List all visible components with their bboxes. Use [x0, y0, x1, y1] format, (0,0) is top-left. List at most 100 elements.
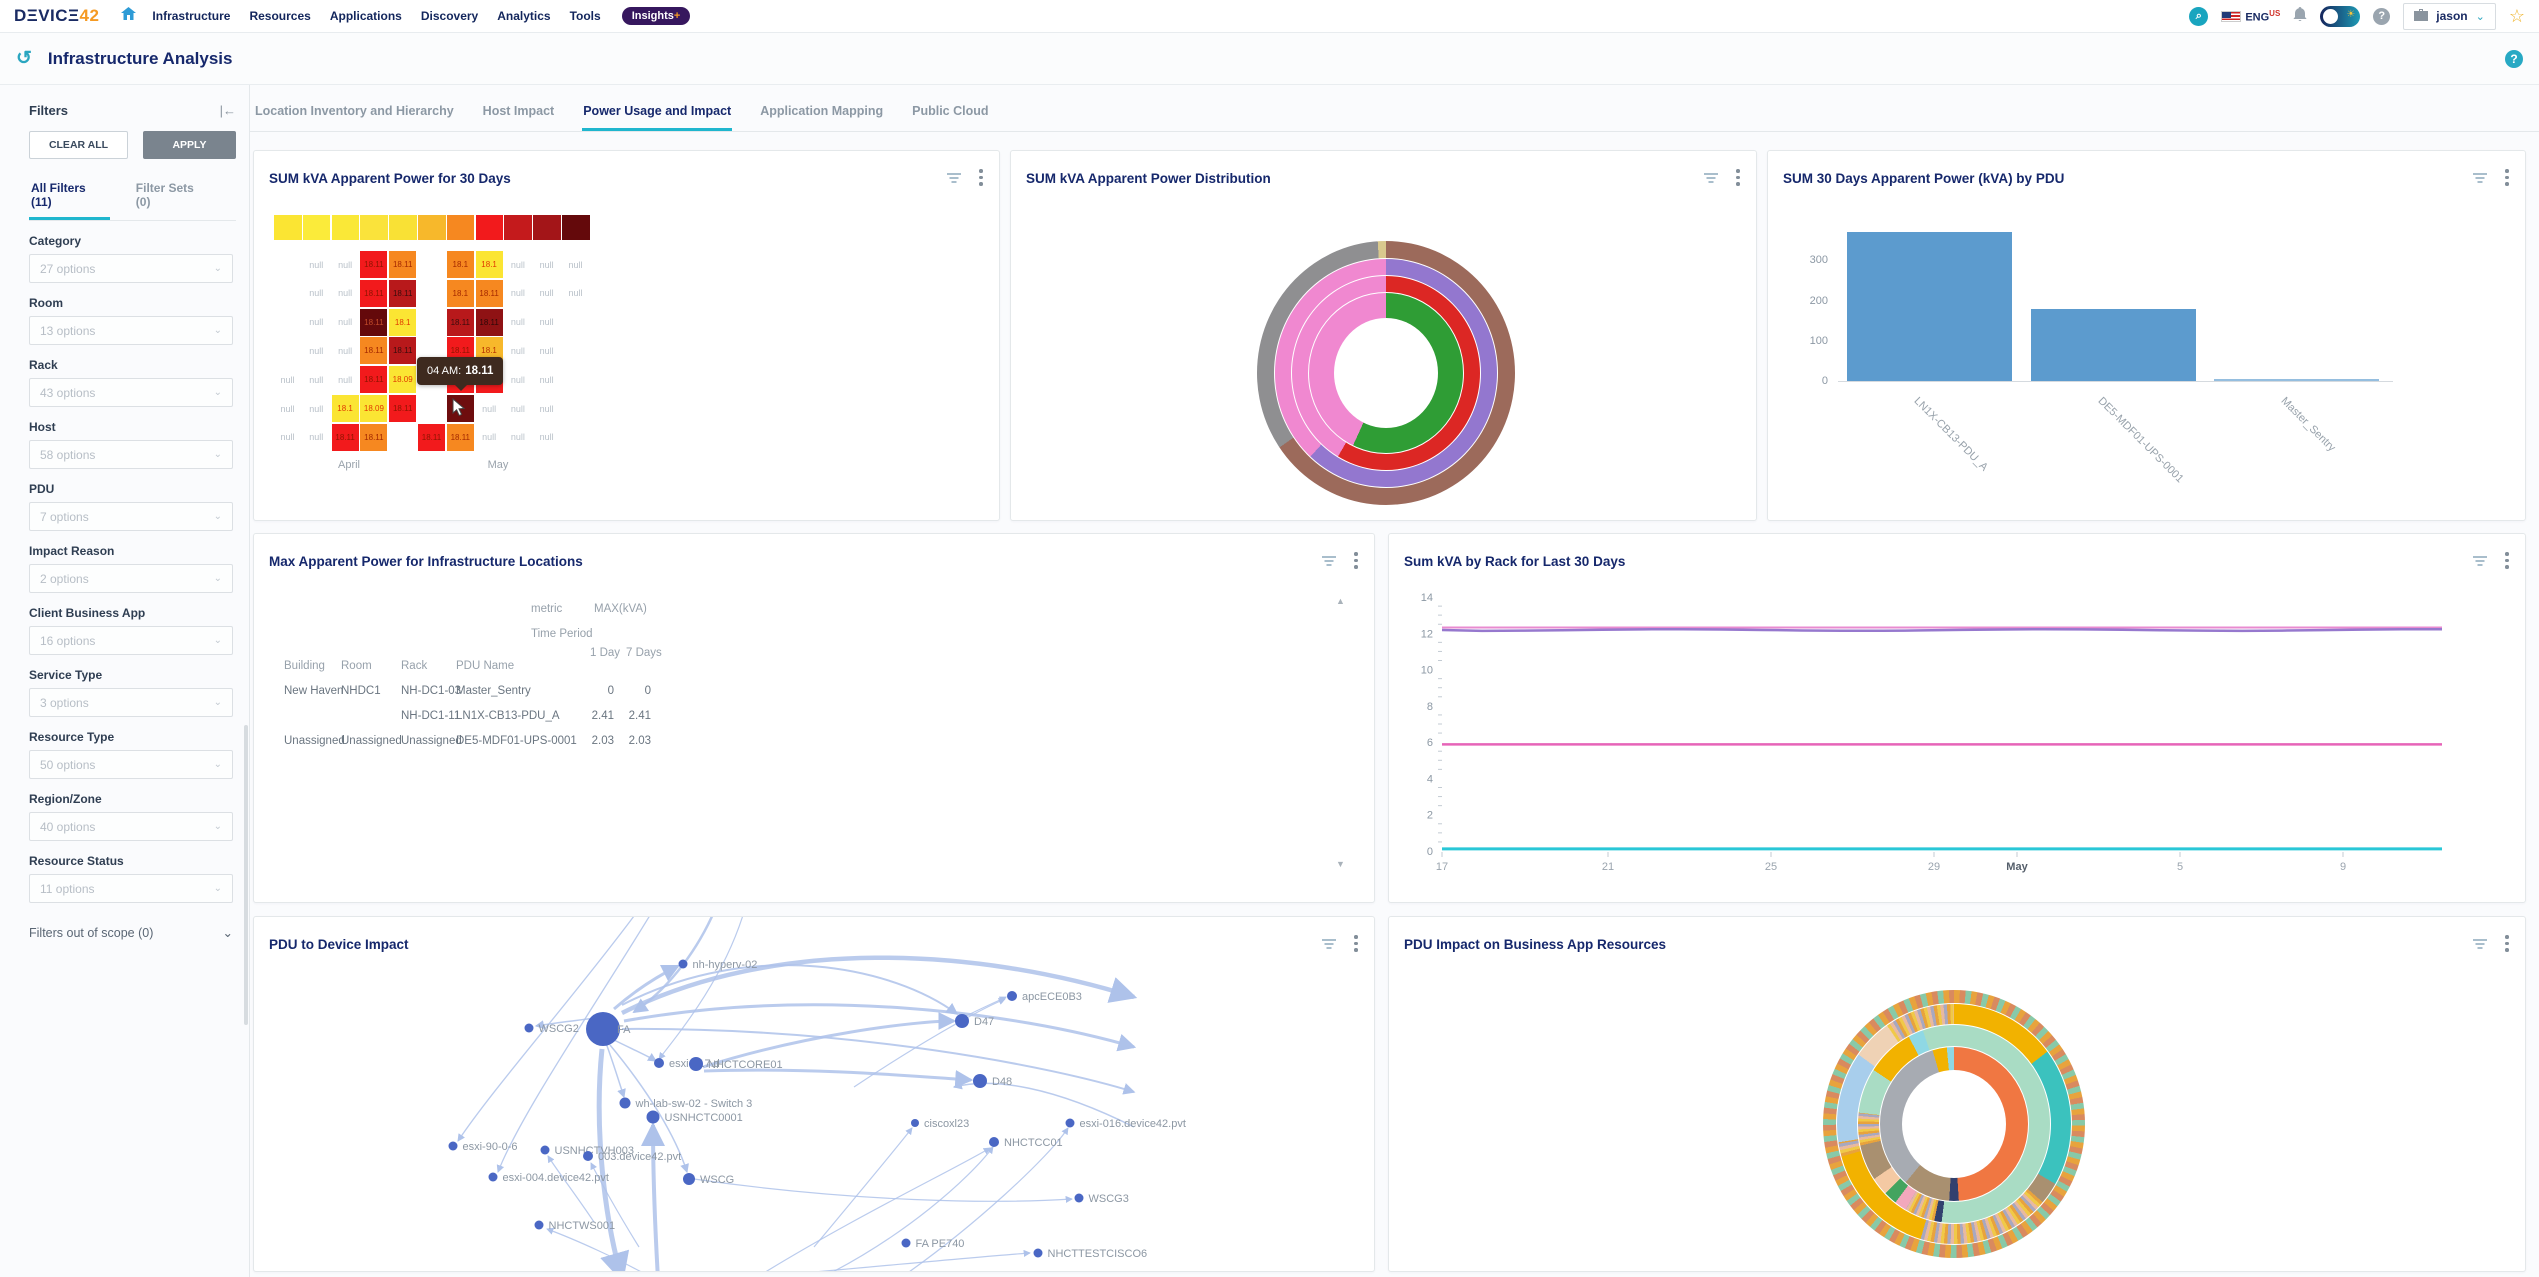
tab-all-filters[interactable]: All Filters (11): [29, 175, 110, 220]
filter-select-rack[interactable]: 43 options ⌄: [29, 378, 233, 407]
network-node-ciscoxl23[interactable]: [911, 1119, 919, 1127]
heatmap-cell[interactable]: 18.11: [446, 423, 474, 451]
network-node-wscg2[interactable]: [524, 1023, 534, 1033]
network-node-esxi-90-0-6[interactable]: [448, 1141, 458, 1151]
home-icon[interactable]: [121, 7, 137, 25]
panel-filter-icon[interactable]: [2473, 555, 2487, 568]
nav-item-resources[interactable]: Resources: [249, 9, 311, 23]
filters-out-of-scope[interactable]: Filters out of scope (0) ⌄: [29, 925, 233, 941]
filter-select-client-business-app[interactable]: 16 options ⌄: [29, 626, 233, 655]
notifications-bell-icon[interactable]: [2293, 7, 2307, 25]
panel-filter-icon[interactable]: [1704, 172, 1718, 185]
bar-LN1X-CB13-PDU_A[interactable]: [1847, 232, 2012, 381]
filter-select-service-type[interactable]: 3 options ⌄: [29, 688, 233, 717]
heatmap-cell[interactable]: 18.1: [475, 251, 503, 278]
heatmap-cell[interactable]: 18.11: [360, 423, 388, 451]
panel-menu-icon[interactable]: [979, 169, 983, 189]
network-node-fa-pe740[interactable]: [901, 1238, 911, 1248]
panel-filter-icon[interactable]: [947, 172, 961, 185]
help-icon[interactable]: ?: [2373, 7, 2391, 25]
scroll-up-icon[interactable]: ▲: [1336, 596, 1345, 606]
search-icon[interactable]: ⌕: [2189, 6, 2209, 26]
tab-application-mapping[interactable]: Application Mapping: [760, 104, 884, 118]
theme-toggle[interactable]: ☀: [2320, 5, 2361, 27]
heatmap-cell[interactable]: 18.11: [389, 337, 417, 365]
panel-filter-icon[interactable]: [1322, 555, 1336, 568]
sunburst-business-app-chart[interactable]: [1389, 917, 2525, 1271]
heatmap-cell[interactable]: 18.11: [389, 279, 417, 307]
heatmap-cell[interactable]: 18.11: [331, 423, 359, 451]
network-graph[interactable]: FAnh-hyperv-02WSCG2esxi-017.dNHCTCORE01w…: [254, 917, 1375, 1272]
panel-menu-icon[interactable]: [1736, 169, 1740, 189]
nav-item-tools[interactable]: Tools: [569, 9, 601, 23]
nav-item-discovery[interactable]: Discovery: [420, 9, 479, 23]
filter-select-pdu[interactable]: 7 options ⌄: [29, 502, 233, 531]
filter-select-room[interactable]: 13 options ⌄: [29, 316, 233, 345]
bar-Master_Sentry[interactable]: [2214, 379, 2379, 381]
nav-item-applications[interactable]: Applications: [329, 9, 402, 23]
filter-select-resource-status[interactable]: 11 options ⌄: [29, 874, 233, 903]
undo-icon[interactable]: ↺: [16, 48, 32, 69]
panel-filter-icon[interactable]: [2473, 172, 2487, 185]
bar-DE5-MDF01-UPS-0001[interactable]: [2031, 309, 2196, 381]
network-node-esxi-004-device42-pvt[interactable]: [488, 1172, 498, 1182]
insights-badge[interactable]: Insights+: [621, 7, 691, 25]
heatmap-cell[interactable]: 18.11: [475, 308, 503, 336]
sunburst-distribution-chart[interactable]: [1011, 151, 1756, 520]
panel-menu-icon[interactable]: [2505, 552, 2509, 572]
heatmap-cell[interactable]: 18.11: [360, 251, 388, 278]
tab-power-usage-and-impact[interactable]: Power Usage and Impact: [582, 104, 733, 131]
network-node-nhctcc01[interactable]: [989, 1137, 999, 1147]
nav-item-analytics[interactable]: Analytics: [497, 9, 551, 23]
filter-select-region-zone[interactable]: 40 options ⌄: [29, 812, 233, 841]
page-help-icon[interactable]: ?: [2505, 49, 2523, 68]
heatmap-cell[interactable]: 18.11: [446, 308, 474, 336]
network-node-nhcttestcisco6[interactable]: [1033, 1248, 1043, 1258]
heatmap-cell[interactable]: 18.09: [389, 366, 417, 394]
network-node-wh-lab-sw-02-switch-3[interactable]: [619, 1097, 631, 1109]
apply-button[interactable]: APPLY: [142, 131, 236, 159]
heatmap-cell[interactable]: 18.11: [389, 251, 417, 278]
filter-select-category[interactable]: 27 options ⌄: [29, 254, 233, 283]
collapse-filters-icon[interactable]: |←: [219, 103, 236, 118]
network-node-esxi-016-device42-pvt[interactable]: [1065, 1118, 1075, 1128]
favorite-star-icon[interactable]: ☆: [2508, 6, 2525, 26]
panel-menu-icon[interactable]: [1354, 552, 1358, 572]
heatmap-cell[interactable]: 18.1: [389, 308, 417, 336]
heatmap-cell[interactable]: 18.11: [475, 279, 503, 307]
heatmap-cell[interactable]: 18.1: [446, 279, 474, 307]
heatmap-cell[interactable]: 18.11: [360, 308, 388, 336]
language-selector[interactable]: ENGUS: [2221, 9, 2280, 23]
clear-all-button[interactable]: CLEAR ALL: [29, 131, 128, 159]
panel-filter-icon[interactable]: [2473, 938, 2487, 951]
network-node-nhctcore01[interactable]: [689, 1057, 703, 1071]
heatmap-cell[interactable]: 18.11: [360, 366, 388, 394]
tab-filter-sets[interactable]: Filter Sets (0): [135, 181, 194, 209]
network-node-wscg3[interactable]: [1074, 1193, 1084, 1203]
network-node-d47[interactable]: [955, 1014, 969, 1028]
filter-select-resource-type[interactable]: 50 options ⌄: [29, 750, 233, 779]
heatmap-cell[interactable]: 18.11: [389, 395, 417, 422]
network-node-apcece0b3[interactable]: [1007, 991, 1017, 1001]
tab-location-inventory-and-hierarchy[interactable]: Location Inventory and Hierarchy: [255, 104, 454, 118]
network-node-usnhctc0001[interactable]: [646, 1110, 660, 1124]
user-menu[interactable]: jason ⌄: [2403, 2, 2496, 30]
line-chart[interactable]: 14 12 10 8 6 4 2 017 21 25 29 May 5 9: [1389, 534, 2526, 903]
tab-host-impact[interactable]: Host Impact: [482, 104, 555, 118]
heatmap-cell[interactable]: 18.11: [418, 423, 445, 451]
panel-menu-icon[interactable]: [2505, 169, 2509, 189]
filter-select-host[interactable]: 58 options ⌄: [29, 440, 233, 469]
tab-public-cloud[interactable]: Public Cloud: [912, 104, 989, 118]
network-node-fa[interactable]: [586, 1012, 620, 1046]
heatmap-cell[interactable]: 18.09: [360, 395, 388, 422]
panel-filter-icon[interactable]: [1322, 938, 1336, 951]
sidebar-scrollbar[interactable]: [244, 725, 248, 1025]
nav-item-infrastructure[interactable]: Infrastructure: [152, 9, 231, 23]
scroll-down-icon[interactable]: ▼: [1336, 859, 1345, 869]
device42-logo[interactable]: DΞVICΞ42: [14, 6, 100, 25]
filter-select-impact-reason[interactable]: 2 options ⌄: [29, 564, 233, 593]
panel-menu-icon[interactable]: [2505, 935, 2509, 955]
panel-menu-icon[interactable]: [1354, 935, 1358, 955]
network-node-nh-hyperv-02[interactable]: [678, 959, 688, 969]
network-node-usnhctvh003[interactable]: [540, 1145, 550, 1155]
